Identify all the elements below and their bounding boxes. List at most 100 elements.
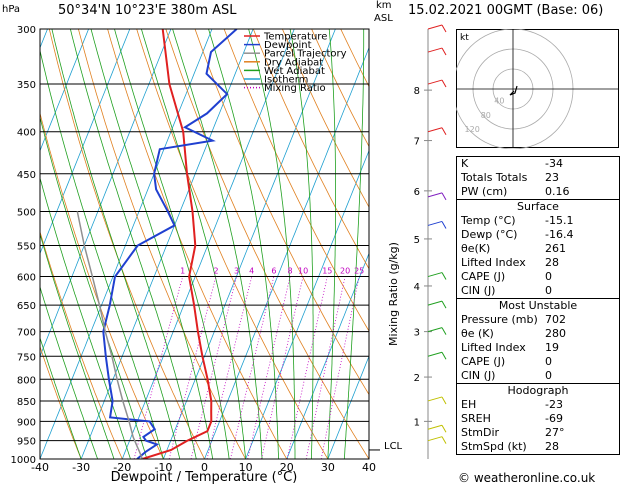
most-unstable-label: CIN (J) — [461, 369, 496, 382]
mixing-ratio-axis-label: Mixing Ratio (g/kg) — [387, 242, 400, 346]
wind-barb — [427, 424, 443, 430]
height-axis: 8 7 6 5 4 3 2 1 — [369, 29, 432, 459]
temperature-tick-label: 20 — [280, 461, 294, 474]
surface-label: CIN (J) — [461, 284, 496, 297]
isotherm-line — [368, 457, 369, 459]
pressure-tick-label: 650 — [17, 301, 36, 312]
surface-row: Lifted Index 28 — [457, 256, 619, 270]
legend-label: Dewpoint — [264, 40, 312, 51]
surface-value: -16.4 — [545, 228, 574, 241]
surface-row: Dewp (°C) -16.4 — [457, 228, 619, 242]
temperature-tick-label: 40 — [362, 461, 376, 474]
height-tick-label: 6 — [414, 187, 420, 198]
surface-label: Lifted Index — [461, 256, 526, 269]
temperature-tick-label: -10 — [154, 461, 172, 474]
most-unstable-value: 0 — [545, 369, 552, 382]
index-row: PW (cm) 0.16 — [457, 185, 619, 199]
surface-label: CAPE (J) — [461, 270, 506, 283]
indices-panel: K -34 Totals Totals 23 PW (cm) 0.16 Surface T… — [456, 156, 620, 455]
wind-barb — [427, 327, 443, 333]
legend-label: Temperature — [263, 32, 327, 43]
wind-barb-flag — [441, 300, 447, 309]
mixing-ratio-label: 20 — [340, 267, 350, 276]
hodograph-row: StmDir 27° — [457, 426, 619, 440]
most-unstable-value: 280 — [545, 327, 566, 340]
pressure-tick-label: 450 — [17, 170, 36, 181]
mixing-ratio-label: 1 — [180, 267, 185, 276]
pressure-tick-label: 850 — [17, 397, 36, 408]
surface-row: θe(K) 261 — [457, 242, 619, 256]
wind-barb — [427, 396, 443, 402]
wind-barb-flag — [441, 127, 447, 135]
hodograph-value: -69 — [545, 412, 563, 425]
credit-text: © weatheronline.co.uk — [458, 471, 596, 485]
height-tick-label: 4 — [414, 282, 420, 293]
hodograph-unit-label: kt — [460, 33, 469, 43]
index-row: K -34 — [457, 157, 619, 171]
x-axis-label: Dewpoint / Temperature (°C) — [111, 470, 298, 485]
mixing-ratio-labels: 1 2 3 4 6 8 10 15 20 25 — [180, 267, 364, 276]
surface-value: -15.1 — [545, 214, 574, 227]
mixing-ratio-label: 3 — [234, 267, 239, 276]
wind-barbs — [427, 24, 447, 444]
surface-value: 0 — [545, 270, 552, 283]
traces — [76, 29, 238, 459]
legend-label: Isotherm — [264, 75, 308, 86]
surface-value: 28 — [545, 256, 559, 269]
most-unstable-value: 0 — [545, 355, 552, 368]
wind-barb-flag — [441, 192, 447, 201]
wind-barb-flag — [441, 272, 447, 280]
plot-frame — [39, 28, 370, 460]
hodograph-ring-label: 120 — [465, 125, 480, 134]
wind-barb — [427, 351, 443, 357]
dry-adiabat-line — [252, 29, 369, 270]
wind-barb — [427, 47, 443, 53]
wind-barb — [427, 300, 443, 306]
index-label: Totals Totals — [461, 171, 528, 184]
pressure-tick-labels: 300 350 400 450 500 550 600 650 700 750 800 850 900 9… — [11, 25, 36, 466]
hodograph-value: 28 — [545, 440, 559, 453]
pressure-tick-label: 550 — [17, 241, 36, 252]
pressure-tick-label: 800 — [17, 375, 36, 386]
series-parcel-trajectory-line — [76, 211, 144, 459]
wind-barb-flag — [441, 47, 447, 56]
legend-label: Wet Adiabat — [264, 66, 325, 77]
hodograph-label: EH — [461, 398, 477, 411]
wet-adiabat-line — [40, 336, 82, 459]
hodograph-label: StmDir — [461, 426, 500, 439]
surface-label: Dewp (°C) — [461, 228, 518, 241]
dry-adiabat-line — [40, 345, 82, 459]
temperature-tick-label: 0 — [201, 461, 208, 474]
height-tick-label: 5 — [414, 235, 420, 246]
index-value: 23 — [545, 171, 559, 184]
wind-barb — [427, 272, 443, 278]
legend-label: Mixing Ratio — [264, 83, 326, 94]
mixing-ratio-label: 10 — [298, 267, 308, 276]
wind-barb-flag — [441, 424, 447, 433]
surface-row: Temp (°C) -15.1 — [457, 214, 619, 228]
hodograph-row: StmSpd (kt) 28 — [457, 440, 619, 454]
wind-barb — [427, 24, 443, 30]
pressure-tick-label: 400 — [17, 128, 36, 139]
datetime-title: 15.02.2021 00GMT (Base: 06) — [408, 3, 604, 18]
most-unstable-row: θe (K) 280 — [457, 327, 619, 341]
wind-barb-flag — [441, 221, 447, 229]
height-tick-label: 8 — [414, 86, 420, 97]
height-tick-label: 2 — [414, 373, 420, 384]
most-unstable-label: θe (K) — [461, 327, 494, 340]
most-unstable-row: CIN (J) 0 — [457, 369, 619, 383]
wind-barb — [427, 192, 443, 198]
surface-label: Temp (°C) — [461, 214, 516, 227]
hodograph-row: SREH -69 — [457, 412, 619, 426]
index-value: 0.16 — [545, 185, 570, 198]
lcl-label: LCL — [384, 441, 403, 452]
hodograph-row: EH -23 — [457, 398, 619, 412]
surface-row: CAPE (J) 0 — [457, 270, 619, 284]
wind-barb-flag — [441, 352, 447, 360]
index-label: PW (cm) — [461, 185, 508, 198]
most-unstable-row: Lifted Index 19 — [457, 341, 619, 355]
most-unstable-value: 702 — [545, 313, 566, 326]
index-value: -34 — [545, 157, 563, 170]
